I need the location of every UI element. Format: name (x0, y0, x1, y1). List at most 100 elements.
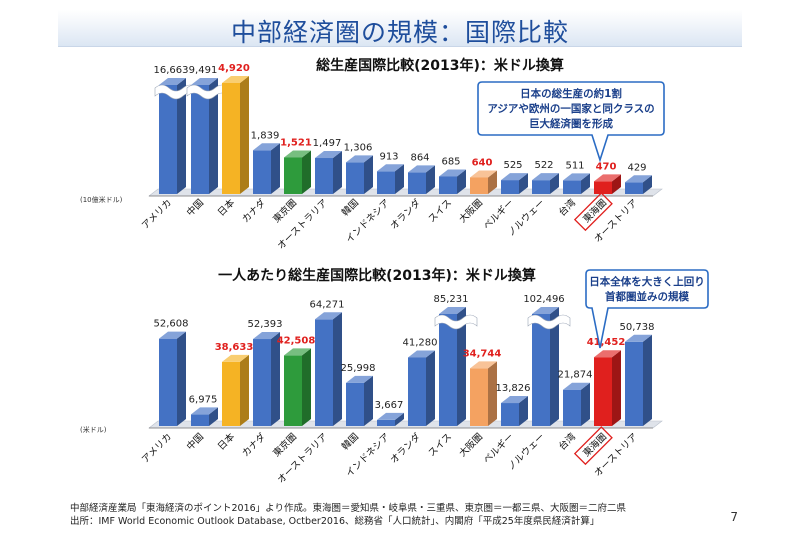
bar-front (377, 171, 395, 194)
bar-3: 38,633 日本 (215, 342, 254, 453)
bar-side (457, 169, 466, 194)
bar-top (470, 361, 497, 369)
bar-front (439, 314, 457, 426)
category-label: カナダ (239, 430, 268, 459)
bar-side (240, 354, 249, 426)
category-label: 韓国 (340, 431, 361, 452)
value-label: 3,667 (375, 400, 404, 411)
chart-title: 総生産国際比較(2013年)：米ドル換算 (316, 57, 564, 74)
callout-bubble (585, 269, 709, 349)
bar-side (581, 173, 590, 194)
bar-front (191, 414, 209, 426)
bar-front (159, 338, 177, 426)
value-label: 52,608 (154, 319, 189, 330)
bar-top (346, 375, 373, 383)
bar-top (625, 175, 652, 183)
bar-front (594, 357, 612, 426)
value-label: 85,231 (434, 294, 469, 305)
bar-top (377, 412, 404, 420)
bar-2: 9,491 中国 (184, 65, 230, 219)
bar-3: 4,920 日本 (215, 63, 250, 219)
bar-top (222, 354, 249, 362)
bar-front (377, 419, 395, 426)
category-label: 東京圏 (270, 197, 299, 226)
value-label: 640 (472, 157, 493, 168)
bar-top (439, 169, 466, 177)
bar-side (426, 165, 435, 194)
bar-front (408, 172, 426, 194)
value-label: 522 (534, 160, 553, 171)
bar-front (470, 368, 488, 426)
value-label: 41,280 (403, 337, 438, 348)
bar-front (625, 341, 643, 426)
bar-side (271, 143, 280, 194)
bar-top (315, 312, 342, 320)
bar-front (563, 180, 581, 194)
bar-side (177, 78, 186, 194)
value-label: 429 (627, 162, 646, 173)
bar-top (284, 150, 311, 158)
bar-top (563, 173, 590, 181)
bar-side (271, 332, 280, 426)
category-label: 中国 (184, 197, 206, 219)
axis-break-mark (527, 314, 571, 330)
bar-side (302, 150, 311, 194)
bar-top (625, 334, 652, 342)
bar-front (284, 355, 302, 426)
bar-side (519, 173, 528, 194)
bar-top (470, 170, 497, 178)
value-label: 470 (596, 161, 617, 172)
bar-top (501, 173, 528, 181)
bar-side (426, 350, 435, 426)
bar-1: 52,608 アメリカ (140, 319, 189, 466)
page-number: 7 (730, 510, 738, 524)
callout-line: 日本全体を大きく上回り (589, 275, 705, 288)
callout-line: アジアや欧州の一国家と同クラスの (487, 102, 654, 115)
category-label: 日本 (215, 430, 237, 452)
bar-front (470, 177, 488, 194)
bar-7: 25,998 韓国 (340, 363, 376, 453)
bar-side (177, 331, 186, 426)
category-label: カナダ (239, 196, 268, 225)
bar-top (408, 165, 435, 173)
value-label: 6,975 (189, 394, 218, 405)
value-label: 4,920 (218, 63, 250, 74)
bar-14: 21,874 台湾 (556, 370, 592, 453)
value-label: 42,508 (277, 335, 316, 346)
category-label: 東京圏 (270, 431, 299, 460)
value-label: 685 (441, 156, 460, 167)
callout-bubble (477, 81, 665, 163)
bar-top (284, 348, 311, 356)
bar-top (159, 78, 186, 85)
bar-side (612, 350, 621, 426)
bar-top (408, 350, 435, 358)
bar-side (333, 151, 342, 194)
bar-front (625, 182, 643, 194)
bar-top (532, 173, 559, 181)
value-label: 511 (565, 160, 584, 171)
value-label: 50,738 (620, 322, 655, 333)
bar-top (594, 174, 621, 182)
bar-side (612, 174, 621, 194)
bar-front (315, 319, 333, 426)
bar-side (395, 412, 404, 426)
bar-top (346, 155, 373, 163)
value-label: 41,452 (587, 337, 626, 348)
bar-top (377, 164, 404, 172)
tokai-highlight-box (573, 426, 613, 466)
value-label: 525 (503, 160, 522, 171)
bar-7: 1,306 韓国 (340, 142, 373, 219)
tokai-highlight-box (573, 192, 613, 232)
chart-title: 一人あたり総生産国際比較(2013年)：米ドル換算 (218, 267, 536, 284)
bar-side (302, 348, 311, 426)
value-label: 16,663 (154, 65, 189, 76)
bar-top (594, 350, 621, 358)
category-label: スイス (426, 431, 454, 459)
bar-top (222, 76, 249, 83)
value-label: 1,521 (280, 137, 312, 148)
bar-front (346, 382, 364, 426)
bar-front (408, 357, 426, 426)
bar-front (501, 180, 519, 194)
bar-side (643, 334, 652, 426)
